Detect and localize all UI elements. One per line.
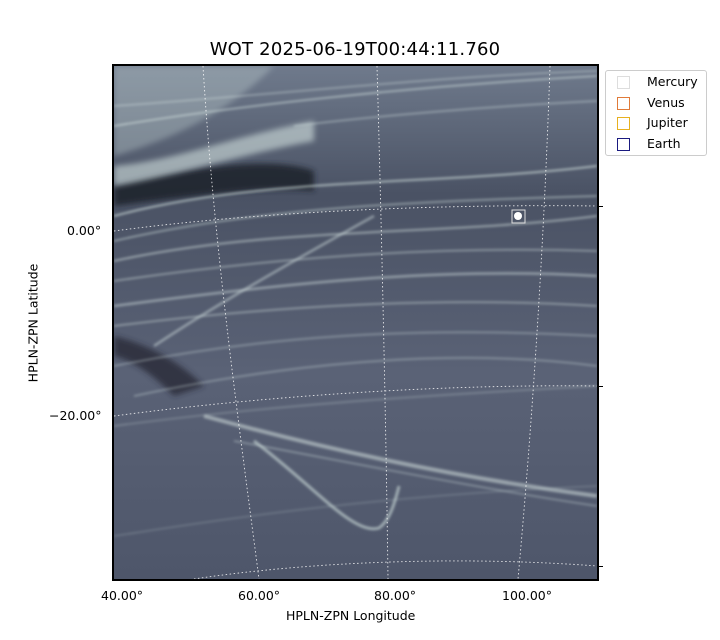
legend-label: Venus [647,95,685,110]
right-tick [597,386,603,387]
solar-image-panel [112,64,599,581]
legend-label: Earth [647,136,681,151]
x-tick-label: 80.00° [374,588,417,603]
coordinate-grid [114,66,597,579]
legend-label: Mercury [647,74,698,89]
x-tick-label: 100.00° [502,588,552,603]
mercury-marker [511,209,526,224]
legend-swatch [617,76,630,89]
legend-swatch [617,97,630,110]
x-tick-label: 40.00° [101,588,144,603]
legend-swatch [617,138,630,151]
mercury-object [514,212,522,220]
y-axis-label: HPLN-ZPN Latitude [25,263,41,383]
heliospheric-image [114,66,597,579]
plot-title: WOT 2025-06-19T00:44:11.760 [209,39,501,60]
x-axis-label: HPLN-ZPN Longitude [286,608,416,623]
legend-label: Jupiter [647,115,688,130]
x-tick-label: 60.00° [238,588,281,603]
streaks [114,70,597,537]
y-tick-label: 0.00° [67,223,102,238]
right-tick [597,206,603,207]
legend: Mercury Venus Jupiter Earth [605,70,707,156]
legend-swatch [617,117,630,130]
right-tick [597,566,603,567]
y-tick-label: −20.00° [49,408,102,423]
